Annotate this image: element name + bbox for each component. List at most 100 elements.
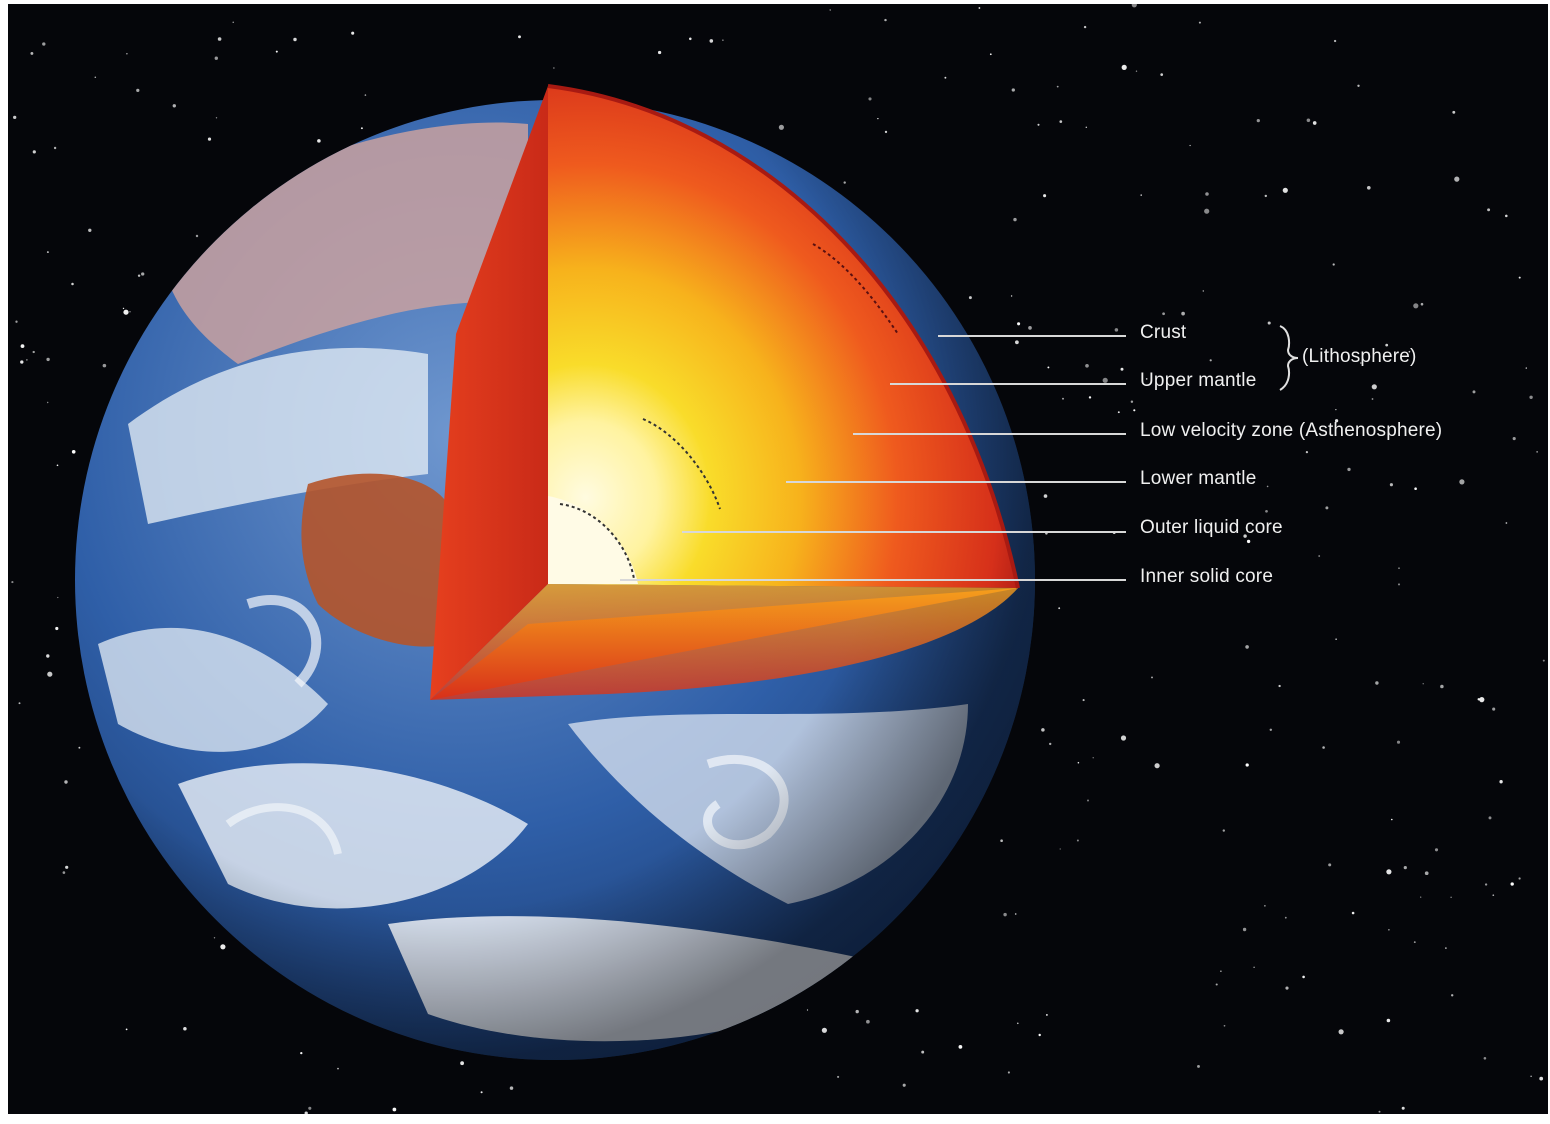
star bbox=[53, 146, 57, 150]
star bbox=[1088, 396, 1092, 399]
star bbox=[1154, 763, 1160, 769]
star bbox=[1487, 208, 1491, 212]
star bbox=[722, 39, 724, 41]
star bbox=[1302, 975, 1305, 979]
label-outer-liquid-core: Outer liquid core bbox=[1140, 517, 1283, 538]
star bbox=[300, 1051, 303, 1055]
star bbox=[1542, 659, 1545, 662]
star bbox=[1413, 303, 1419, 309]
star bbox=[1082, 699, 1085, 702]
star bbox=[26, 359, 28, 361]
star bbox=[1215, 983, 1218, 986]
star bbox=[46, 251, 49, 254]
star bbox=[1197, 1064, 1200, 1068]
star bbox=[460, 1061, 464, 1066]
star bbox=[304, 1111, 308, 1114]
star bbox=[1246, 539, 1251, 544]
star bbox=[1371, 384, 1377, 390]
star bbox=[1205, 192, 1209, 196]
star bbox=[62, 871, 66, 874]
star bbox=[1396, 740, 1401, 744]
star bbox=[1121, 64, 1127, 70]
label-inner-solid-core: Inner solid core bbox=[1140, 566, 1274, 587]
star bbox=[1014, 913, 1017, 915]
star bbox=[1265, 509, 1268, 513]
star bbox=[1322, 746, 1325, 749]
star bbox=[1264, 905, 1266, 907]
star bbox=[1325, 506, 1329, 510]
star bbox=[122, 307, 125, 310]
star bbox=[1366, 185, 1371, 190]
star bbox=[1076, 839, 1079, 842]
star bbox=[1375, 681, 1379, 685]
star bbox=[1536, 451, 1538, 453]
star bbox=[1510, 882, 1514, 886]
star bbox=[1505, 522, 1508, 524]
star bbox=[293, 37, 297, 42]
star bbox=[1204, 208, 1210, 214]
star bbox=[958, 1045, 963, 1049]
star bbox=[1043, 194, 1047, 198]
star bbox=[1414, 487, 1417, 491]
star bbox=[1351, 911, 1355, 915]
star bbox=[1398, 567, 1400, 569]
star bbox=[65, 865, 69, 869]
star bbox=[1000, 839, 1003, 843]
star bbox=[1007, 1071, 1010, 1074]
star bbox=[129, 311, 131, 313]
star bbox=[18, 702, 21, 705]
star bbox=[1459, 479, 1465, 485]
label-lithosphere: (Lithosphere) bbox=[1302, 346, 1417, 367]
star bbox=[902, 1083, 906, 1087]
star bbox=[232, 21, 234, 23]
star bbox=[1312, 121, 1317, 125]
star bbox=[56, 464, 59, 467]
star bbox=[989, 53, 992, 56]
star bbox=[214, 56, 218, 60]
star bbox=[1083, 25, 1087, 29]
star bbox=[1162, 312, 1165, 316]
star bbox=[1397, 583, 1401, 586]
star bbox=[213, 937, 216, 939]
star bbox=[1222, 829, 1225, 832]
star bbox=[1087, 799, 1089, 802]
star bbox=[1238, 427, 1240, 429]
star bbox=[172, 104, 176, 108]
star bbox=[1049, 742, 1052, 746]
star bbox=[968, 296, 972, 300]
star bbox=[1385, 343, 1389, 347]
earth-cutaway-illustration bbox=[11, 4, 1545, 1114]
cutaway-section bbox=[430, 84, 1020, 700]
star bbox=[657, 50, 662, 55]
star bbox=[1085, 126, 1088, 129]
star bbox=[1389, 483, 1393, 487]
star bbox=[1420, 896, 1422, 898]
star bbox=[126, 53, 128, 55]
star bbox=[1285, 986, 1289, 990]
star bbox=[1056, 85, 1059, 88]
star bbox=[308, 1106, 312, 1110]
star-field bbox=[11, 4, 1545, 1114]
star bbox=[480, 1091, 483, 1094]
star bbox=[1420, 302, 1424, 306]
star bbox=[1518, 877, 1521, 880]
star bbox=[78, 746, 81, 749]
label-lower-mantle: Lower mantle bbox=[1140, 468, 1257, 489]
star bbox=[884, 130, 888, 134]
star bbox=[837, 1075, 840, 1078]
star bbox=[1401, 1106, 1405, 1110]
star bbox=[1529, 395, 1533, 399]
star bbox=[709, 39, 714, 43]
star bbox=[351, 31, 355, 35]
star bbox=[360, 127, 363, 130]
star bbox=[1062, 397, 1064, 400]
star bbox=[1267, 321, 1271, 325]
star bbox=[1038, 1033, 1041, 1037]
star bbox=[1131, 4, 1137, 8]
star bbox=[1015, 340, 1019, 345]
star bbox=[1386, 869, 1392, 875]
star bbox=[1059, 120, 1063, 123]
star bbox=[1378, 1110, 1381, 1113]
star bbox=[1202, 290, 1205, 292]
star bbox=[1253, 966, 1255, 969]
